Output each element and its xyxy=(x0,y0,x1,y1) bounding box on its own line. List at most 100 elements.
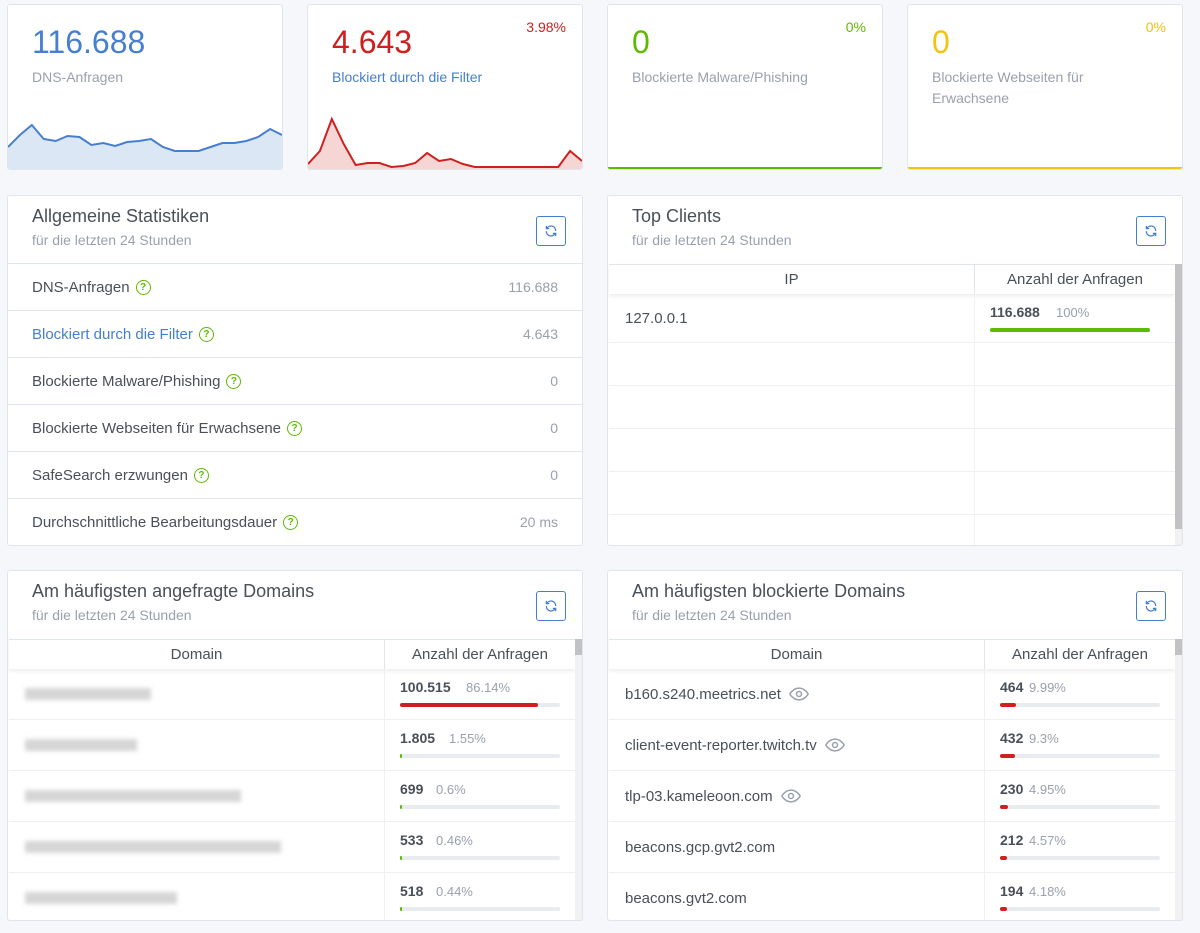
general-stats-title: Allgemeine Statistiken xyxy=(32,206,210,226)
column-header-count[interactable]: Anzahl der Anfragen xyxy=(412,646,548,663)
table-row: beacons.gcp.gvt2.com 212 4.57% xyxy=(609,822,1175,873)
malware-value: 0 xyxy=(632,24,650,60)
domain-pct: 86.14% xyxy=(466,680,511,695)
malware-pct: 0% xyxy=(845,19,866,35)
domain-name: b160.s240.meetrics.net xyxy=(625,685,781,703)
stat-value: 0 xyxy=(550,420,558,436)
table-row: client-event-reporter.twitch.tv 432 9.3% xyxy=(609,720,1175,771)
refresh-button[interactable] xyxy=(1136,216,1166,246)
table-row-empty xyxy=(609,472,1175,515)
blocked-filters-link[interactable]: Blockiert durch die Filter xyxy=(332,69,483,85)
refresh-button[interactable] xyxy=(536,591,566,621)
table-row: beacons.gvt2.com 194 4.18% xyxy=(609,873,1175,920)
domain-progress-fill xyxy=(1000,856,1008,860)
queried-domains-subtitle: für die letzten 24 Stunden xyxy=(32,607,192,623)
client-count: 116.688 xyxy=(990,304,1040,320)
stat-row-malware: Blockierte Malware/Phishing? 0 xyxy=(8,357,582,404)
help-icon[interactable]: ? xyxy=(287,421,303,437)
stat-label: Durchschnittliche Bearbeitungsdauer xyxy=(32,513,278,531)
redacted-domain xyxy=(25,669,151,719)
client-progress-fill xyxy=(990,328,1150,332)
table-row: 1.805 1.55% xyxy=(9,720,575,771)
eye-icon[interactable] xyxy=(824,738,845,752)
table-header: Domain Anzahl der Anfragen xyxy=(609,639,1175,669)
domain-pct: 1.55% xyxy=(449,731,486,746)
domain-name: client-event-reporter.twitch.tv xyxy=(625,736,817,754)
help-icon[interactable]: ? xyxy=(226,374,242,390)
domain-progress xyxy=(400,703,560,707)
column-header-ip[interactable]: IP xyxy=(609,265,975,294)
redacted-domain xyxy=(25,822,281,872)
domain-count: 533 xyxy=(400,832,424,848)
domain-progress-fill xyxy=(1000,754,1015,758)
domain-pct: 0.44% xyxy=(436,884,473,899)
refresh-button[interactable] xyxy=(1136,591,1166,621)
scrollbar[interactable] xyxy=(1175,639,1182,920)
adult-value: 0 xyxy=(932,24,950,60)
help-icon[interactable]: ? xyxy=(135,280,151,296)
help-icon[interactable]: ? xyxy=(198,327,214,343)
dns-queries-label: DNS-Anfragen xyxy=(32,69,124,85)
general-stats-subtitle: für die letzten 24 Stunden xyxy=(32,232,192,248)
stat-value: 116.688 xyxy=(508,279,558,295)
table-row-empty xyxy=(609,429,1175,472)
refresh-button[interactable] xyxy=(536,216,566,246)
adult-label: Blockierte Webseiten für Erwachsene xyxy=(932,69,1084,106)
domain-progress-fill xyxy=(1000,703,1016,707)
stat-value: 20 ms xyxy=(519,514,558,530)
domain-count: 432 xyxy=(1000,730,1024,746)
table-header: IP Anzahl der Anfragen xyxy=(609,264,1175,294)
table-row: 699 0.6% xyxy=(9,771,575,822)
help-icon[interactable]: ? xyxy=(193,468,209,484)
domain-progress xyxy=(400,856,560,860)
column-header-count[interactable]: Anzahl der Anfragen xyxy=(1012,646,1148,663)
domain-progress xyxy=(1000,907,1160,911)
scrollbar[interactable] xyxy=(575,639,582,920)
stat-label: DNS-Anfragen xyxy=(32,278,130,296)
table-row: 127.0.0.1 116.688 100% xyxy=(609,294,1175,343)
help-icon[interactable]: ? xyxy=(283,515,299,531)
domain-count: 194 xyxy=(1000,883,1024,899)
column-header-count[interactable]: Anzahl der Anfragen xyxy=(1007,271,1143,288)
refresh-icon xyxy=(1145,600,1157,612)
domain-pct: 4.95% xyxy=(1029,782,1066,797)
stat-label: Blockierte Malware/Phishing xyxy=(32,372,221,390)
domain-count: 518 xyxy=(400,883,424,899)
domain-count: 699 xyxy=(400,781,424,797)
blocked-domains-card: Am häufigsten blockierte Domains für die… xyxy=(607,570,1183,921)
table-row: b160.s240.meetrics.net 464 9.99% xyxy=(609,669,1175,720)
scrollbar-thumb[interactable] xyxy=(1175,264,1182,529)
eye-icon[interactable] xyxy=(788,687,809,701)
queried-domains-card: Am häufigsten angefragte Domains für die… xyxy=(7,570,583,921)
stat-row-safesearch: SafeSearch erzwungen? 0 xyxy=(8,451,582,498)
redacted-domain xyxy=(25,771,241,821)
queried-domains-title: Am häufigsten angefragte Domains xyxy=(32,581,315,601)
scrollbar-thumb[interactable] xyxy=(575,639,582,655)
stat-value: 4.643 xyxy=(522,326,558,342)
blocked-filters-card: 4.643 3.98% Blockiert durch die Filter xyxy=(307,4,583,170)
stat-row-dns: DNS-Anfragen? 116.688 xyxy=(8,263,582,310)
refresh-icon xyxy=(545,600,557,612)
redacted-domain xyxy=(25,720,137,770)
domain-progress-fill xyxy=(1000,907,1007,911)
column-header-domain[interactable]: Domain xyxy=(609,640,985,669)
column-header-domain[interactable]: Domain xyxy=(9,640,385,669)
client-pct: 100% xyxy=(1056,305,1090,320)
domain-progress-fill xyxy=(400,805,402,809)
table-row: 533 0.46% xyxy=(9,822,575,873)
table-row-empty xyxy=(609,343,1175,386)
malware-label: Blockierte Malware/Phishing xyxy=(632,69,808,85)
domain-progress xyxy=(400,805,560,809)
malware-card: 0 0% Blockierte Malware/Phishing xyxy=(607,4,883,170)
stat-link-blocked-filters[interactable]: Blockiert durch die Filter xyxy=(32,325,193,343)
table-header: Domain Anzahl der Anfragen xyxy=(9,639,575,669)
adult-pct: 0% xyxy=(1145,19,1166,35)
top-clients-subtitle: für die letzten 24 Stunden xyxy=(632,232,792,248)
domain-pct: 9.3% xyxy=(1029,731,1059,746)
scrollbar[interactable] xyxy=(1175,264,1182,545)
domain-name: tlp-03.kameleoon.com xyxy=(625,787,773,805)
eye-icon[interactable] xyxy=(780,789,801,803)
scrollbar-thumb[interactable] xyxy=(1175,639,1182,655)
blocked-filters-value: 4.643 xyxy=(332,24,413,60)
client-progress xyxy=(990,328,1150,332)
